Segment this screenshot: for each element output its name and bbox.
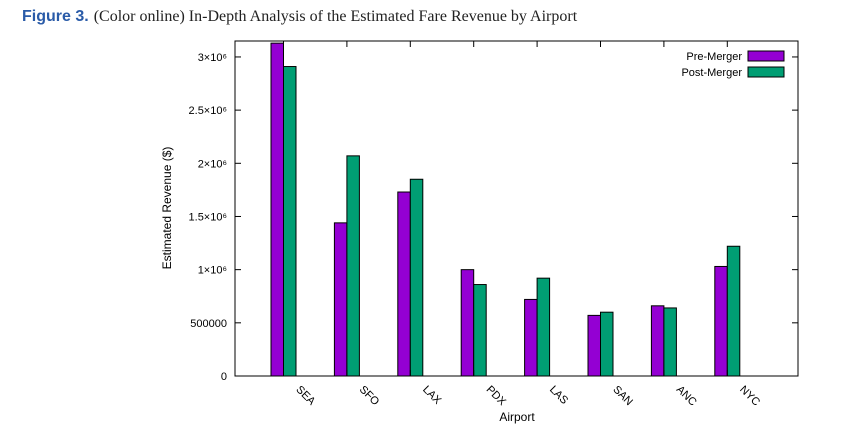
bar-pre-merger-pdx bbox=[460, 269, 475, 377]
figure-caption: Figure 3. (Color online) In-Depth Analysi… bbox=[22, 8, 577, 26]
y-tick-label: 1×10⁶ bbox=[198, 265, 227, 277]
x-tick-label: NYC bbox=[737, 384, 762, 409]
x-tick-label: LAX bbox=[420, 384, 444, 408]
bar-pre-merger-anc bbox=[650, 305, 665, 377]
bar-post-merger-pdx bbox=[473, 284, 487, 377]
plot-frame bbox=[234, 40, 799, 377]
x-tick-label: PDX bbox=[484, 384, 509, 409]
bar-pre-merger-san bbox=[587, 314, 601, 377]
x-tick-label: SEA bbox=[293, 384, 318, 409]
legend-swatch-post-merger bbox=[747, 66, 785, 78]
legend-label-post-merger: Post-Merger bbox=[681, 67, 742, 79]
y-tick-label: 3×10⁶ bbox=[198, 52, 227, 64]
y-tick-label: 0 bbox=[221, 371, 227, 383]
bar-post-merger-sea bbox=[283, 66, 297, 377]
bar-post-merger-san bbox=[600, 311, 614, 377]
bar-pre-merger-las bbox=[524, 298, 538, 377]
x-tick-label: SFO bbox=[357, 384, 382, 409]
y-tick-label: 1.5×10⁶ bbox=[189, 211, 227, 223]
figure-label: Figure 3. bbox=[22, 8, 89, 25]
bar-pre-merger-nyc bbox=[714, 265, 728, 377]
legend: Pre-Merger Post-Merger bbox=[681, 50, 785, 79]
bar-pre-merger-sea bbox=[270, 42, 284, 377]
legend-label-pre-merger: Pre-Merger bbox=[686, 51, 742, 63]
bar-pre-merger-sfo bbox=[333, 222, 348, 377]
y-tick-label: 2.5×10⁶ bbox=[189, 105, 227, 117]
x-tick-label: ANC bbox=[674, 384, 699, 409]
figure-caption-text: (Color online) In-Depth Analysis of the … bbox=[93, 8, 578, 25]
y-tick-label: 500000 bbox=[190, 318, 227, 330]
bar-post-merger-las bbox=[536, 277, 551, 377]
y-axis-title: Estimated Revenue ($) bbox=[160, 147, 174, 270]
bar-pre-merger-lax bbox=[397, 191, 411, 377]
legend-swatch-pre-merger bbox=[747, 50, 785, 62]
x-tick-label: LAS bbox=[547, 384, 570, 407]
x-tick-label: SAN bbox=[610, 384, 635, 409]
bar-post-merger-lax bbox=[409, 178, 424, 377]
bars bbox=[270, 42, 741, 377]
x-axis-title: Airport bbox=[499, 410, 535, 424]
bar-post-merger-nyc bbox=[726, 245, 741, 377]
y-axis: 0 500000 1×10⁶ 1.5×10⁶ 2×10⁶ 2.5×10⁶ 3×10⁶ bbox=[189, 52, 798, 383]
bar-post-merger-anc bbox=[663, 307, 677, 377]
bar-post-merger-sfo bbox=[346, 155, 360, 377]
y-tick-label: 2×10⁶ bbox=[198, 158, 227, 170]
